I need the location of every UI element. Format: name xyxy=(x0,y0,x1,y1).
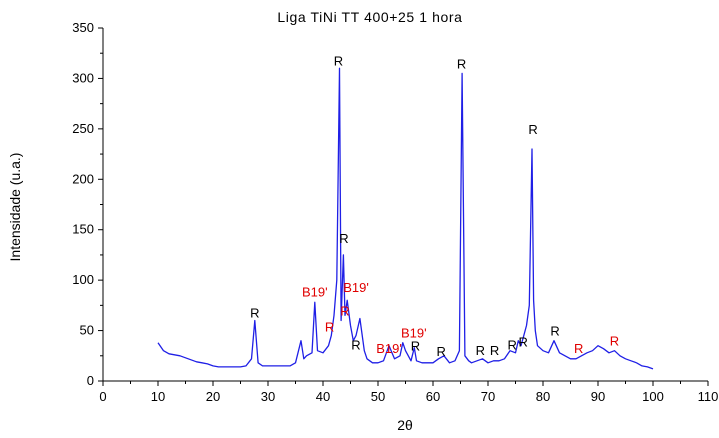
peak-label: R xyxy=(508,338,517,353)
xrd-series-line xyxy=(157,67,654,370)
x-tick-label: 70 xyxy=(481,389,495,404)
y-axis-label: Intensidade (u.a.) xyxy=(7,153,23,262)
peak-label: R xyxy=(411,339,420,354)
x-tick-label: 10 xyxy=(151,389,165,404)
peak-label: R xyxy=(437,344,446,359)
x-tick-label: 0 xyxy=(99,389,106,404)
y-tick-label: 350 xyxy=(72,20,94,35)
peak-label: R xyxy=(519,335,528,350)
x-tick-label: 90 xyxy=(591,389,605,404)
peak-label: R xyxy=(351,338,360,353)
peak-label: B19' xyxy=(343,280,369,295)
peak-label: B19' xyxy=(376,341,402,356)
x-tick-label: 80 xyxy=(536,389,550,404)
series-layer xyxy=(157,67,654,370)
peak-label: R xyxy=(550,324,559,339)
y-tick-label: 150 xyxy=(72,222,94,237)
x-tick-label: 110 xyxy=(698,389,719,404)
peak-label: R xyxy=(574,341,583,356)
peak-label: R xyxy=(490,343,499,358)
x-tick-label: 50 xyxy=(371,389,385,404)
x-tick-label: 60 xyxy=(426,389,440,404)
peak-label: R xyxy=(476,343,485,358)
y-tick-label: 0 xyxy=(87,373,94,388)
y-tick-label: 50 xyxy=(80,323,94,338)
y-tick-label: 100 xyxy=(72,272,94,287)
peak-label: R xyxy=(339,231,348,246)
peak-label: B19' xyxy=(302,284,328,299)
peak-label: R xyxy=(334,53,343,68)
peak-label: R xyxy=(250,305,259,320)
peak-label: R xyxy=(340,303,349,318)
x-tick-label: 100 xyxy=(642,389,664,404)
peak-label: R xyxy=(325,320,334,335)
peak-label: R xyxy=(457,56,466,71)
peak-label: R xyxy=(610,334,619,349)
y-axis-ticks: 0 50 100 150 200 250 300 350 xyxy=(72,20,103,388)
x-tick-label: 40 xyxy=(316,389,330,404)
x-axis-label: 2θ xyxy=(397,417,413,433)
x-axis-ticks: 0 10 20 30 40 50 60 70 80 90 100 110 xyxy=(99,381,718,404)
x-tick-label: 20 xyxy=(206,389,220,404)
y-tick-label: 250 xyxy=(72,121,94,136)
x-tick-label: 30 xyxy=(261,389,275,404)
y-tick-label: 300 xyxy=(72,70,94,85)
chart-title: Liga TiNi TT 400+25 1 hora xyxy=(277,9,462,25)
peak-label: R xyxy=(528,122,537,137)
peak-label: B19' xyxy=(401,326,427,341)
y-tick-label: 200 xyxy=(72,171,94,186)
